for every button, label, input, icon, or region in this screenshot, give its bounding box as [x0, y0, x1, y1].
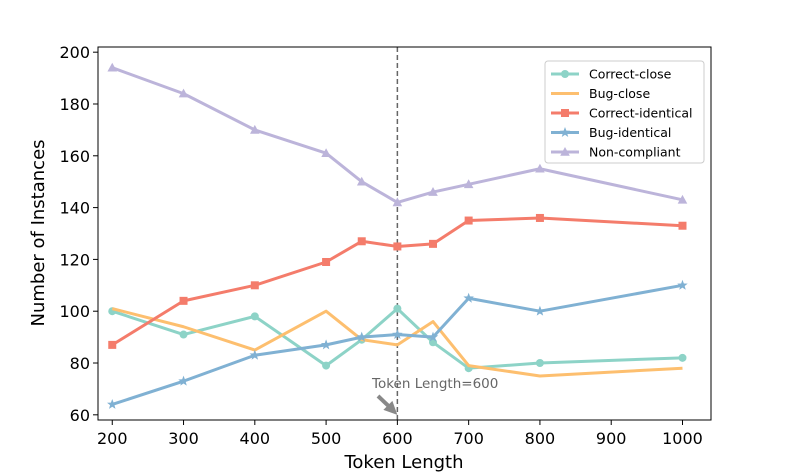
- y-tick-label: 160: [59, 147, 90, 166]
- data-point-correct-close: [535, 359, 544, 368]
- legend-label: Non-compliant: [589, 145, 681, 160]
- series-line-correct-close: [111, 307, 683, 370]
- data-point-correct-close: [250, 312, 259, 321]
- data-point-non-compliant: [535, 163, 545, 173]
- data-point-correct-identical: [429, 239, 438, 248]
- y-tick-label: 140: [59, 199, 90, 218]
- plot-frame: [97, 46, 712, 421]
- data-point-correct-close: [179, 330, 188, 339]
- x-tick-label: 300: [168, 429, 199, 448]
- data-point-non-compliant: [428, 187, 438, 196]
- data-point-correct-close: [322, 361, 331, 370]
- legend-label: Bug-close: [589, 86, 650, 101]
- series-line-non-compliant: [111, 66, 683, 204]
- y-axis-title: Number of Instances: [28, 139, 49, 326]
- data-point-bug-identical: [463, 292, 474, 303]
- data-point-correct-identical: [535, 213, 544, 222]
- series-bug-close: [111, 307, 683, 378]
- series-line-bug-close: [111, 307, 683, 378]
- annotation-arrow-head: [383, 400, 398, 415]
- data-point-bug-identical: [677, 279, 688, 290]
- data-point-bug-identical: [107, 398, 118, 409]
- data-point-correct-identical: [179, 296, 188, 305]
- y-tick-label: 80: [70, 354, 90, 373]
- data-point-non-compliant: [107, 62, 118, 72]
- y-tick-label: 180: [59, 95, 90, 114]
- series-line-bug-identical: [111, 283, 683, 406]
- annotation-group: Token Length=600: [371, 376, 498, 415]
- data-point-bug-identical: [249, 349, 261, 360]
- data-point-correct-identical: [678, 221, 687, 230]
- series-correct-identical: [108, 213, 687, 349]
- data-point-non-compliant: [178, 88, 189, 98]
- legend-label: Correct-identical: [589, 106, 693, 121]
- x-tick-label: 200: [97, 429, 128, 448]
- data-point-bug-identical: [392, 329, 403, 339]
- x-tick-label: 900: [596, 429, 627, 448]
- legend-marker: [560, 147, 570, 156]
- series-group: [107, 62, 688, 409]
- data-point-non-compliant: [677, 194, 688, 204]
- data-point-correct-close: [393, 304, 402, 313]
- data-point-correct-close: [429, 338, 438, 347]
- data-point-correct-identical: [250, 281, 259, 290]
- data-point-bug-identical: [427, 331, 439, 342]
- data-point-correct-close: [678, 353, 687, 362]
- y-tick-label: 60: [70, 406, 90, 425]
- annotation-label: Token Length=600: [371, 376, 498, 392]
- legend-item-bug-close: Bug-close: [551, 86, 650, 101]
- data-point-correct-identical: [322, 257, 331, 266]
- data-point-correct-identical: [393, 242, 402, 251]
- y-tick-label: 200: [59, 43, 90, 62]
- data-point-correct-identical: [464, 216, 473, 225]
- y-tick-label: 100: [59, 302, 90, 321]
- x-tick-label: 1000: [662, 429, 703, 448]
- legend-item-non-compliant: Non-compliant: [551, 145, 681, 160]
- x-tick-label: 800: [525, 429, 556, 448]
- x-tick-label: 400: [240, 429, 271, 448]
- x-axis-ticks: 200 300 400 500 600 700 800 900 1000: [97, 420, 703, 448]
- data-point-non-compliant: [356, 176, 367, 186]
- y-axis-ticks: 60 80 100 120 140 160 180 200: [59, 43, 98, 425]
- data-point-bug-identical: [356, 331, 367, 342]
- data-point-non-compliant: [250, 124, 260, 134]
- legend-item-correct-close: Correct-close: [551, 67, 672, 82]
- legend: Correct-close Bug-close Correct-identical B…: [544, 60, 705, 164]
- y-tick-label: 120: [59, 250, 90, 269]
- legend-label: Bug-identical: [589, 125, 671, 140]
- data-point-bug-identical: [320, 339, 332, 350]
- x-axis-title: Token Length: [343, 452, 463, 473]
- legend-item-bug-identical: Bug-identical: [551, 125, 671, 140]
- data-point-non-compliant: [463, 179, 474, 189]
- legend-label: Correct-close: [589, 67, 672, 82]
- series-non-compliant: [107, 62, 688, 207]
- data-point-non-compliant: [392, 197, 403, 207]
- data-point-bug-identical: [178, 375, 189, 386]
- annotation-arrow-shaft: [376, 394, 390, 408]
- legend-item-correct-identical: Correct-identical: [551, 106, 693, 121]
- series-line-correct-identical: [111, 216, 683, 347]
- data-point-correct-identical: [108, 340, 117, 349]
- data-point-correct-identical: [357, 237, 366, 246]
- legend-frame: [544, 60, 705, 164]
- legend-marker: [561, 70, 569, 78]
- series-bug-identical: [107, 279, 688, 409]
- legend-marker: [561, 109, 569, 117]
- x-tick-label: 700: [453, 429, 484, 448]
- x-tick-label: 600: [382, 429, 413, 448]
- data-point-bug-identical: [534, 305, 546, 316]
- data-point-non-compliant: [321, 148, 331, 158]
- x-tick-label: 500: [311, 429, 342, 448]
- legend-marker: [559, 127, 571, 137]
